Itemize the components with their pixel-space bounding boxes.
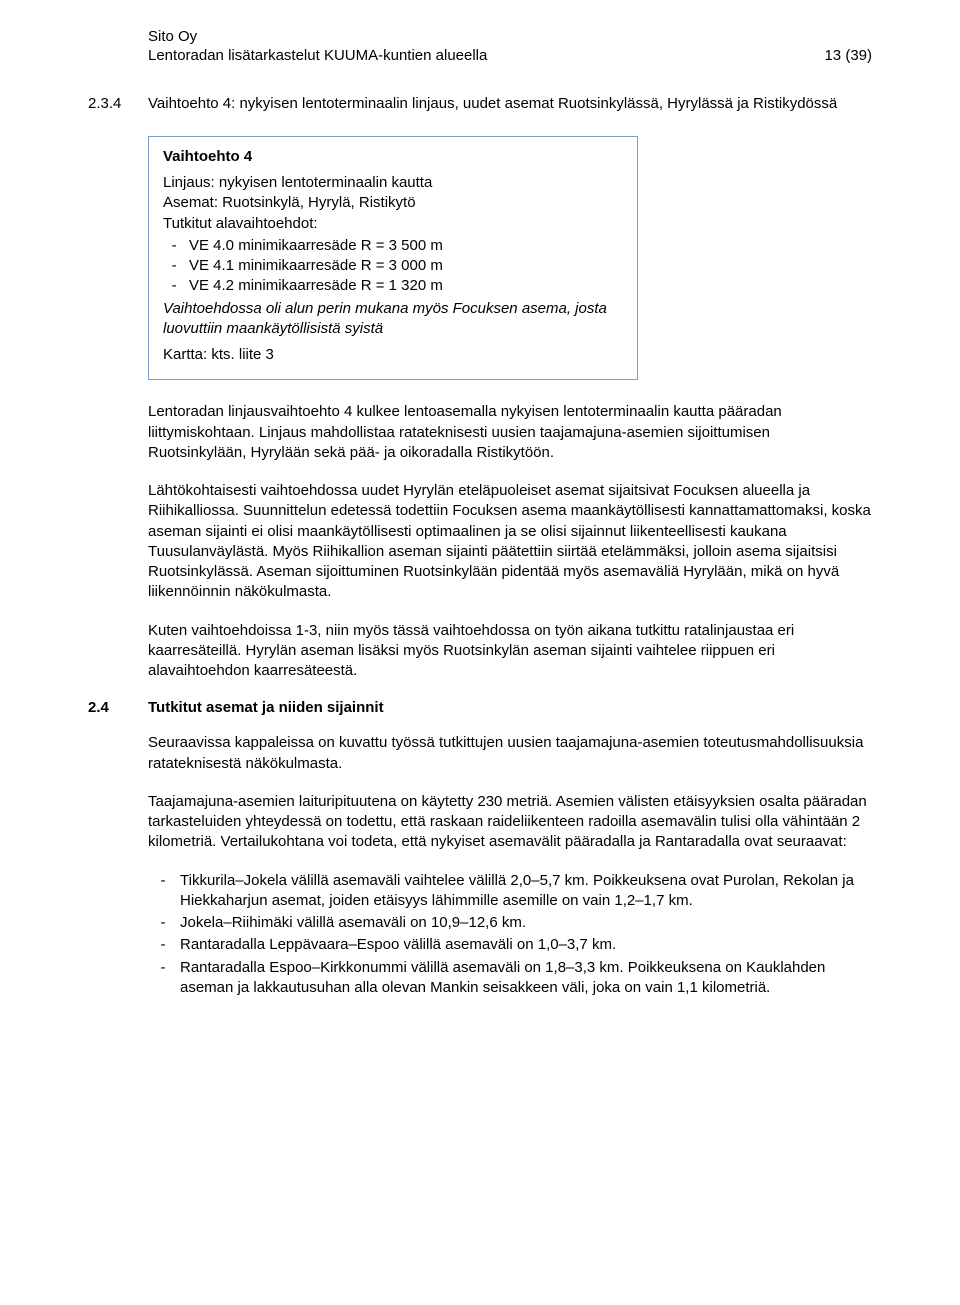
info-box-line: Tutkitut alavaihtoehdot:: [163, 214, 623, 234]
info-box-list: VE 4.0 minimikaarresäde R = 3 500 m VE 4…: [163, 236, 623, 297]
list-item: Rantaradalla Espoo–Kirkkonummi välillä a…: [178, 958, 872, 999]
list-item: Jokela–Riihimäki välillä asemaväli on 10…: [178, 913, 872, 933]
station-interval-list: Tikkurila–Jokela välillä asemaväli vaiht…: [148, 871, 872, 999]
info-box-list-item: VE 4.2 minimikaarresäde R = 1 320 m: [185, 276, 623, 296]
section-heading: 2.3.4 Vaihtoehto 4: nykyisen lentotermin…: [148, 94, 872, 114]
list-item: Tikkurila–Jokela välillä asemaväli vaiht…: [178, 871, 872, 912]
body-paragraph: Seuraavissa kappaleissa on kuvattu työss…: [148, 733, 872, 774]
header-company: Sito Oy: [148, 28, 872, 47]
header-page-number: 13 (39): [824, 47, 872, 66]
option-info-box: Vaihtoehto 4 Linjaus: nykyisen lentoterm…: [148, 136, 638, 381]
page-header: Sito Oy Lentoradan lisätarkastelut KUUMA…: [148, 28, 872, 66]
info-box-list-item: VE 4.1 minimikaarresäde R = 3 000 m: [185, 256, 623, 276]
body-paragraph: Taajamajuna-asemien laituripituutena on …: [148, 792, 872, 853]
list-item: Rantaradalla Leppävaara–Espoo välillä as…: [178, 935, 872, 955]
subsection-heading: 2.4 Tutkitut asemat ja niiden sijainnit: [148, 699, 872, 717]
info-box-note: Vaihtoehdossa oli alun perin mukana myös…: [163, 299, 623, 340]
subsection-title-text: Tutkitut asemat ja niiden sijainnit: [148, 699, 384, 716]
info-box-line: Linjaus: nykyisen lentoterminaalin kautt…: [163, 173, 623, 193]
info-box-list-item: VE 4.0 minimikaarresäde R = 3 500 m: [185, 236, 623, 256]
header-doc-title: Lentoradan lisätarkastelut KUUMA-kuntien…: [148, 47, 487, 66]
section-number: 2.3.4: [88, 94, 121, 114]
body-paragraph: Lentoradan linjausvaihtoehto 4 kulkee le…: [148, 402, 872, 463]
info-box-line: Asemat: Ruotsinkylä, Hyrylä, Ristikytö: [163, 193, 623, 213]
info-box-title: Vaihtoehto 4: [163, 147, 623, 167]
subsection-number: 2.4: [88, 699, 109, 716]
info-box-kartta: Kartta: kts. liite 3: [163, 345, 623, 365]
body-paragraph: Lähtökohtaisesti vaihtoehdossa uudet Hyr…: [148, 481, 872, 603]
body-paragraph: Kuten vaihtoehdoissa 1-3, niin myös täss…: [148, 621, 872, 682]
section-title-text: Vaihtoehto 4: nykyisen lentoterminaalin …: [148, 95, 837, 112]
document-page: Sito Oy Lentoradan lisätarkastelut KUUMA…: [0, 0, 960, 1305]
